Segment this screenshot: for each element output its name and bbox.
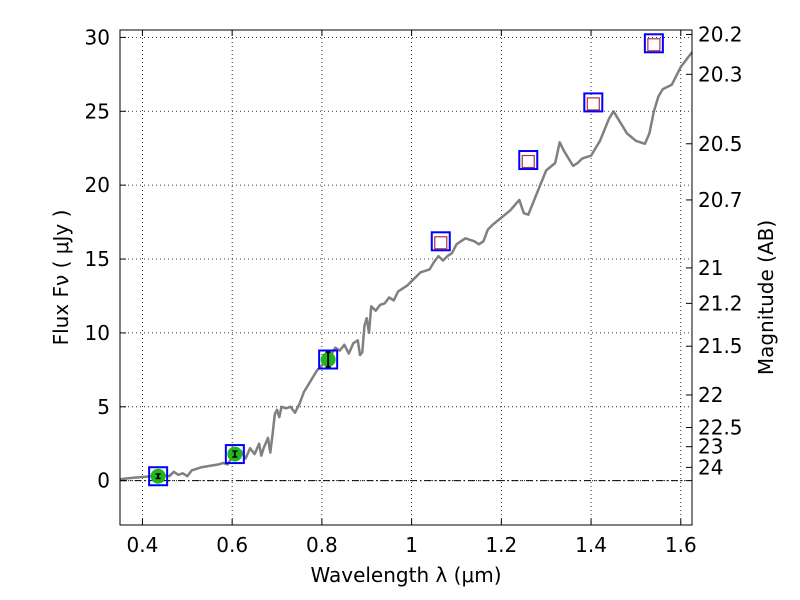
y-tick-label: 20	[85, 173, 110, 197]
model-photometry-square	[224, 444, 245, 465]
y-axis-label: Flux Fν ( μJy )	[49, 210, 73, 346]
magnitude-tick-label: 24	[698, 455, 723, 479]
magnitude-tick-label: 21	[698, 256, 723, 280]
magnitude-tick-label: 22	[698, 383, 723, 407]
grid	[120, 30, 692, 525]
markers	[148, 33, 664, 487]
model-photometry-square	[643, 33, 664, 54]
y-tick-label: 30	[85, 25, 110, 49]
magnitude-tick-label: 21.2	[698, 291, 743, 315]
ticks: 0.4 0.6 0.8 1 1.2 1.4 1.6 0 5 10 15 20 25 30 20.2 20.3 2…	[85, 22, 743, 557]
magnitude-tick-label: 22.5	[698, 415, 743, 439]
upper-limit-square	[434, 236, 448, 250]
magnitude-tick-label: 20.7	[698, 188, 743, 212]
y-tick-label: 5	[97, 395, 110, 419]
model-photometry-square	[148, 466, 169, 487]
y-tick-label: 0	[97, 469, 110, 493]
model-photometry-square	[583, 92, 604, 113]
upper-limit-square	[586, 97, 600, 111]
x-tick-label: 1.6	[665, 533, 697, 557]
magnitude-tick-label: 20.2	[698, 22, 743, 46]
model-photometry-square	[518, 150, 539, 171]
x-tick-label: 0.8	[306, 533, 338, 557]
magnitude-tick-label: 20.3	[698, 62, 743, 86]
magnitude-tick-label: 21.5	[698, 334, 743, 358]
model-photometry-square	[430, 231, 451, 252]
x-tick-label: 0.4	[127, 533, 159, 557]
y-tick-label: 10	[85, 321, 110, 345]
y-tick-label: 25	[85, 99, 110, 123]
upper-limit-square	[647, 38, 661, 52]
x-tick-label: 1.2	[485, 533, 517, 557]
axes-frame	[119, 29, 693, 526]
y2-axis-label: Magnitude (AB)	[754, 220, 778, 375]
upper-limit-square	[521, 154, 535, 169]
model-photometry-square	[318, 349, 339, 370]
magnitude-tick-label: 20.5	[698, 132, 743, 156]
magnitude-tick-label: 23	[698, 435, 723, 459]
x-tick-label: 1.4	[575, 533, 607, 557]
x-axis-label: Wavelength λ (μm)	[310, 563, 501, 587]
x-tick-label: 1	[405, 533, 418, 557]
y-tick-label: 15	[85, 247, 110, 271]
x-tick-label: 0.6	[216, 533, 248, 557]
